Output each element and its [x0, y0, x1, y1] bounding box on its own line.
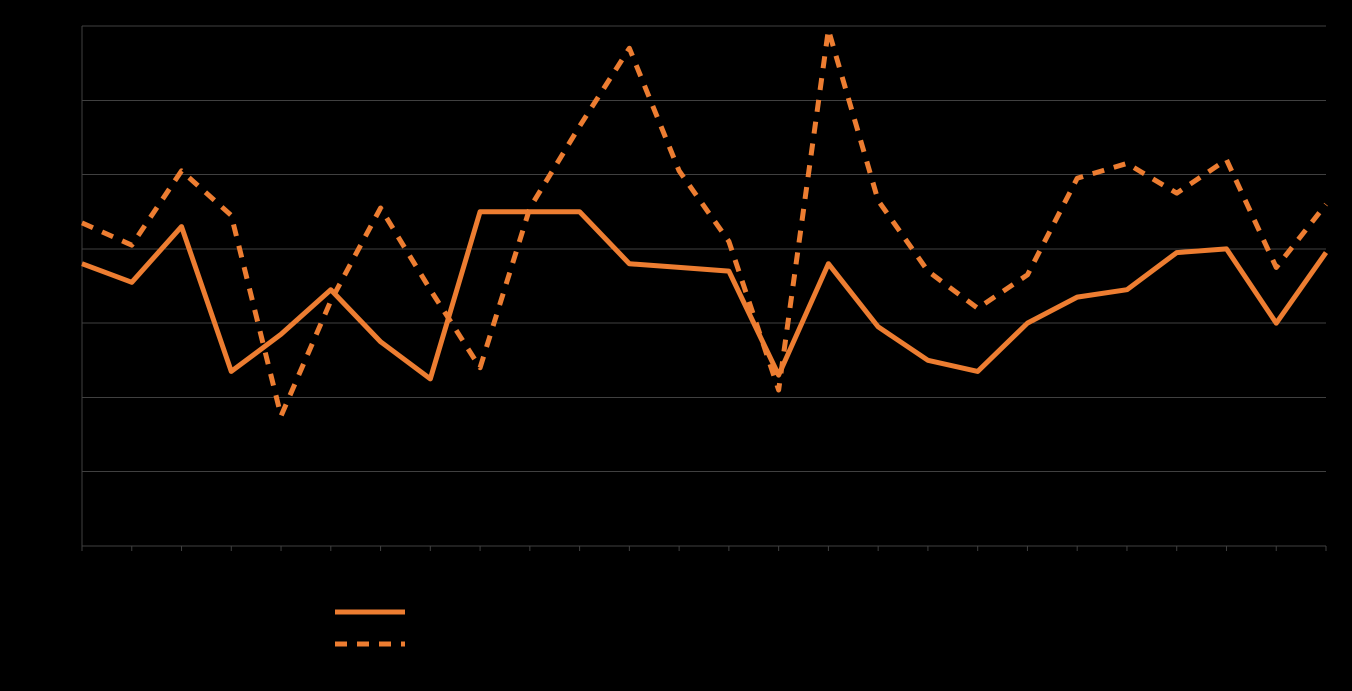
ytick-label: 3: [68, 318, 74, 330]
ytick-label: 1: [68, 467, 74, 479]
chart-svg: 0 1 2 3 4 5 6 7: [0, 0, 1352, 691]
line-chart: 0 1 2 3 4 5 6 7: [0, 0, 1352, 691]
ytick-label: 4: [68, 244, 74, 256]
ytick-label: 2: [68, 392, 74, 404]
ytick-label: 6: [68, 95, 74, 107]
ytick-label: 7: [68, 21, 74, 33]
chart-background: [0, 0, 1352, 691]
ytick-label: 5: [68, 170, 74, 182]
ytick-label: 0: [68, 541, 74, 553]
